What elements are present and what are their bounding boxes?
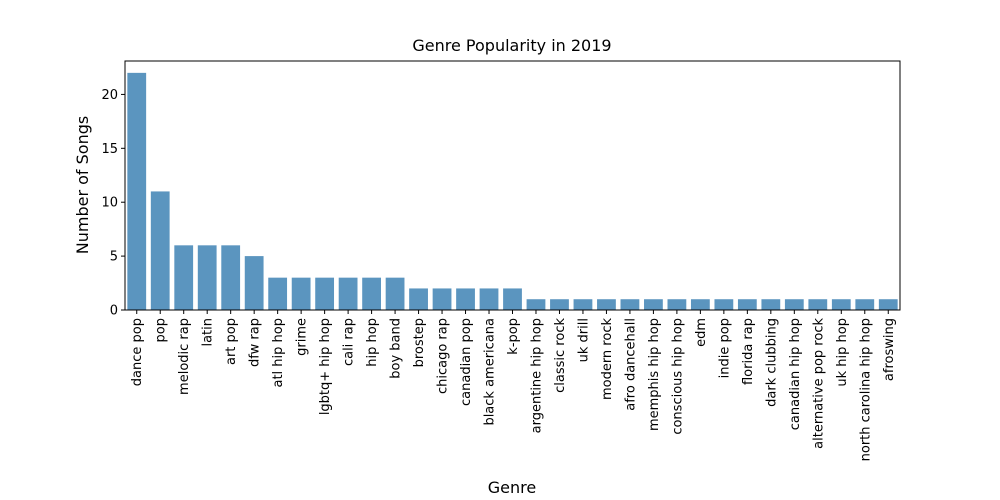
x-tick-label: modern rock <box>600 318 615 401</box>
y-tick-label: 10 <box>101 196 118 211</box>
x-tick-label: lgbtq+ hip hop <box>318 318 333 415</box>
x-tick-label: florida rap <box>741 318 756 385</box>
bar-dance-pop <box>127 72 147 310</box>
bar-argentine-hip-hop <box>526 299 546 310</box>
x-tick-label: indie pop <box>717 318 732 378</box>
y-tick-label: 15 <box>101 142 118 157</box>
bar-melodic-rap <box>174 245 194 310</box>
x-axis-label: Genre <box>488 478 536 497</box>
bar-boy-band <box>385 277 405 310</box>
bar-memphis-hip-hop <box>644 299 663 310</box>
bar-hip-hop <box>362 277 381 310</box>
y-tick-label: 0 <box>110 304 118 319</box>
x-axis-ticks: dance pop pop melodic rap latin art pop dfw r… <box>130 310 897 461</box>
x-tick-label: conscious hip hop <box>670 318 685 435</box>
x-tick-label: latin <box>201 318 216 347</box>
y-tick-label: 5 <box>110 250 118 265</box>
bar-lgbtq-hip-hop <box>315 277 335 310</box>
bar-brostep <box>409 288 428 310</box>
bar-cali-rap <box>338 277 358 310</box>
x-tick-label: atl hip hop <box>271 318 286 388</box>
x-tick-label: argentine hip hop <box>529 318 544 433</box>
bar-black-americana <box>479 288 499 310</box>
y-tick-label: 20 <box>101 88 118 103</box>
bar-canadian-hip-hop <box>784 299 804 310</box>
bar-alternative-pop-rock <box>808 299 828 310</box>
x-tick-label: afro dancehall <box>623 318 638 411</box>
x-tick-label: north carolina hip hop <box>858 318 873 461</box>
bar-atl-hip-hop <box>268 277 288 310</box>
x-tick-label: dance pop <box>130 318 145 386</box>
bar-afroswing <box>878 299 898 310</box>
x-tick-label: uk hip hop <box>835 318 850 387</box>
bar-conscious-hip-hop <box>667 299 687 310</box>
x-tick-label: dfw rap <box>248 318 263 367</box>
x-tick-label: hip hop <box>365 318 380 367</box>
x-tick-label: dark clubbing <box>764 318 779 407</box>
bar-pop <box>150 191 170 310</box>
x-tick-label: canadian pop <box>459 318 474 406</box>
plot-frame <box>124 60 901 311</box>
x-tick-label: boy band <box>389 318 404 379</box>
x-tick-label: melodic rap <box>177 318 192 395</box>
bar-edm <box>690 299 710 310</box>
y-axis-ticks: 0 5 10 15 20 <box>101 88 125 319</box>
bar-grime <box>291 277 311 310</box>
x-tick-label: alternative pop rock <box>811 318 826 449</box>
bar-north-carolina-hip-hop <box>855 299 875 310</box>
bars-group <box>127 72 898 310</box>
bar-canadian-pop <box>456 288 475 310</box>
bar-dfw-rap <box>244 256 264 310</box>
bar-dark-clubbing <box>761 299 781 310</box>
x-tick-label: edm <box>694 318 709 347</box>
x-tick-label: classic rock <box>553 318 568 393</box>
bar-uk-hip-hop <box>831 299 851 310</box>
bar-florida-rap <box>737 299 757 310</box>
bar-uk-drill <box>573 299 593 310</box>
bar-k-pop <box>503 288 522 310</box>
x-tick-label: art pop <box>224 318 239 365</box>
x-tick-label: canadian hip hop <box>788 318 803 430</box>
bar-modern-rock <box>597 299 616 310</box>
x-tick-label: chicago rap <box>436 318 451 394</box>
x-tick-label: memphis hip hop <box>647 318 662 431</box>
chart-title: Genre Popularity in 2019 <box>412 36 611 55</box>
x-tick-label: grime <box>295 318 310 356</box>
x-tick-label: black americana <box>483 318 498 426</box>
x-tick-label: afroswing <box>882 318 897 381</box>
x-tick-label: k-pop <box>506 318 521 355</box>
x-tick-label: pop <box>154 318 169 342</box>
bar-afro-dancehall <box>620 299 640 310</box>
bar-art-pop <box>221 245 241 310</box>
bar-classic-rock <box>550 299 569 310</box>
bar-latin <box>197 245 217 310</box>
y-axis-label: Number of Songs <box>73 116 92 254</box>
bar-chicago-rap <box>432 288 452 310</box>
x-tick-label: brostep <box>412 318 427 367</box>
bar-indie-pop <box>714 299 734 310</box>
x-tick-label: uk drill <box>576 318 591 362</box>
x-tick-label: cali rap <box>342 318 357 366</box>
